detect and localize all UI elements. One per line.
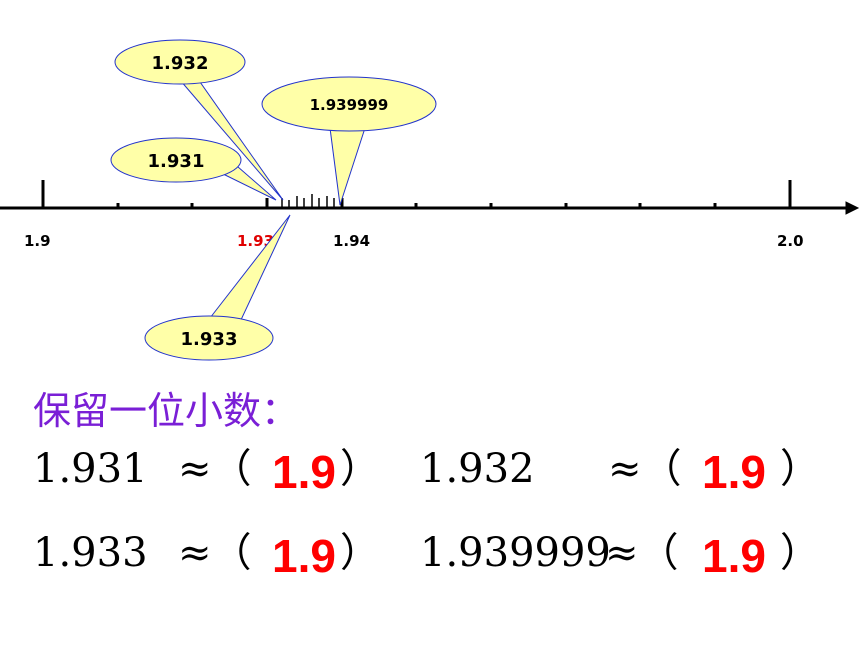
axis-label: 1.93 xyxy=(237,232,274,250)
heading: 保留一位小数： xyxy=(33,389,299,433)
callout: 1.931 xyxy=(110,137,277,201)
answer: 1.9 xyxy=(702,530,766,582)
number-line xyxy=(0,180,860,215)
approx: ≈（ xyxy=(178,530,252,576)
axis-label: 2.0 xyxy=(777,232,804,250)
callout-label: 1.933 xyxy=(181,329,238,350)
number: 1.931 xyxy=(33,446,148,492)
close: ） xyxy=(780,530,820,576)
axis-arrow xyxy=(845,201,860,215)
close: ） xyxy=(780,446,820,492)
axis-label: 1.9 xyxy=(24,232,51,250)
callout-label: 1.939999 xyxy=(310,96,389,114)
callout-label: 1.932 xyxy=(152,53,209,74)
row: 1.931 ≈（ 1.9 ） 1.932 ≈（ 1.9 ） xyxy=(33,446,820,498)
callout-label: 1.931 xyxy=(148,151,205,172)
approx: ≈（ xyxy=(178,446,252,492)
number: 1.939999 xyxy=(420,530,611,576)
answer: 1.9 xyxy=(272,530,336,582)
answer: 1.9 xyxy=(702,446,766,498)
callout: 1.933 xyxy=(144,214,291,361)
axis-label: 1.94 xyxy=(333,232,370,250)
approx: ≈（ xyxy=(608,446,682,492)
close: ） xyxy=(340,530,380,576)
answer: 1.9 xyxy=(272,446,336,498)
callout: 1.932 xyxy=(114,39,284,201)
approx: ≈（ xyxy=(605,530,679,576)
callout: 1.939999 xyxy=(261,76,437,206)
close: ） xyxy=(340,446,380,492)
number: 1.932 xyxy=(420,446,535,492)
number: 1.933 xyxy=(33,530,148,576)
fine-ticks xyxy=(281,194,335,208)
row: 1.933 ≈（ 1.9 ） 1.939999 ≈（ 1.9 ） xyxy=(33,530,820,582)
